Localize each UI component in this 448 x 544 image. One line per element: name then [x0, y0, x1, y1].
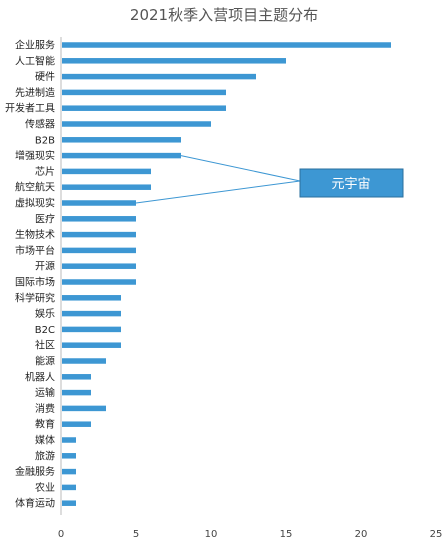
category-label: 消费	[35, 402, 55, 415]
bar	[62, 184, 151, 190]
category-label: 航空航天	[15, 181, 55, 194]
category-label: 虚拟现实	[15, 197, 55, 210]
bar	[62, 168, 151, 175]
bar	[62, 152, 181, 159]
category-label: 市场平台	[15, 244, 55, 257]
category-label: 芯片	[35, 165, 55, 178]
category-label: 人工智能	[15, 54, 55, 67]
category-label: 旅游	[35, 449, 55, 462]
bar	[62, 137, 181, 143]
bar	[62, 279, 136, 285]
bar	[62, 42, 391, 48]
category-label: 机器人	[25, 370, 55, 383]
bar	[62, 421, 91, 427]
bar	[62, 105, 226, 111]
bar	[62, 200, 136, 206]
callout-box	[299, 168, 404, 198]
bar	[62, 247, 136, 254]
bar-layer	[62, 42, 391, 506]
bar	[62, 310, 121, 317]
category-label: 运输	[35, 386, 55, 399]
bar	[62, 389, 91, 396]
bar	[62, 500, 76, 506]
bar	[62, 216, 136, 222]
bar	[62, 326, 121, 333]
category-label: 科学研究	[15, 291, 55, 304]
category-label: 医疗	[35, 212, 55, 225]
bar	[62, 484, 76, 491]
x-tick-label: 20	[355, 529, 368, 540]
x-tick-label: 15	[280, 529, 293, 540]
category-label: 先进制造	[15, 86, 55, 99]
chart-title: 2021秋季入营项目主题分布	[130, 6, 318, 24]
category-label: 开发者工具	[5, 102, 55, 115]
bar	[62, 231, 136, 238]
bar	[62, 121, 211, 127]
bar	[62, 263, 136, 269]
category-label: B2B	[35, 135, 55, 146]
x-tick-label: 25	[430, 529, 443, 540]
bar	[62, 295, 121, 301]
category-label: 金融服务	[15, 465, 55, 478]
category-label: 娱乐	[35, 307, 55, 320]
category-label: 传感器	[25, 118, 55, 131]
category-label: 企业服务	[15, 39, 55, 52]
category-label: 增强现实	[15, 149, 55, 162]
category-label: B2C	[35, 325, 55, 336]
category-label: 生物技术	[15, 228, 55, 241]
category-label: 农业	[35, 481, 55, 494]
category-label: 开源	[35, 260, 55, 273]
category-label: 硬件	[35, 71, 55, 83]
bar	[62, 58, 286, 64]
callout-line-ar	[180, 155, 301, 182]
bar	[62, 73, 256, 80]
callout-line-vr	[135, 180, 301, 204]
bar	[62, 405, 106, 412]
category-label: 教育	[35, 418, 55, 431]
bar	[62, 358, 106, 364]
category-label: 媒体	[35, 435, 55, 447]
bar	[62, 342, 121, 348]
bar	[62, 89, 226, 96]
bar	[62, 468, 76, 475]
x-tick-label: 0	[58, 529, 64, 540]
category-label: 社区	[35, 339, 55, 352]
bar	[62, 437, 76, 443]
bar	[62, 453, 76, 459]
category-label: 国际市场	[15, 276, 55, 289]
callout: 元宇宙	[135, 155, 404, 204]
callout-label: 元宇宙	[331, 177, 370, 192]
category-label: 体育运动	[15, 497, 55, 510]
x-tick-label: 5	[133, 529, 139, 540]
bar	[62, 374, 91, 380]
category-label: 能源	[35, 355, 55, 368]
x-tick-label: 10	[205, 529, 218, 540]
